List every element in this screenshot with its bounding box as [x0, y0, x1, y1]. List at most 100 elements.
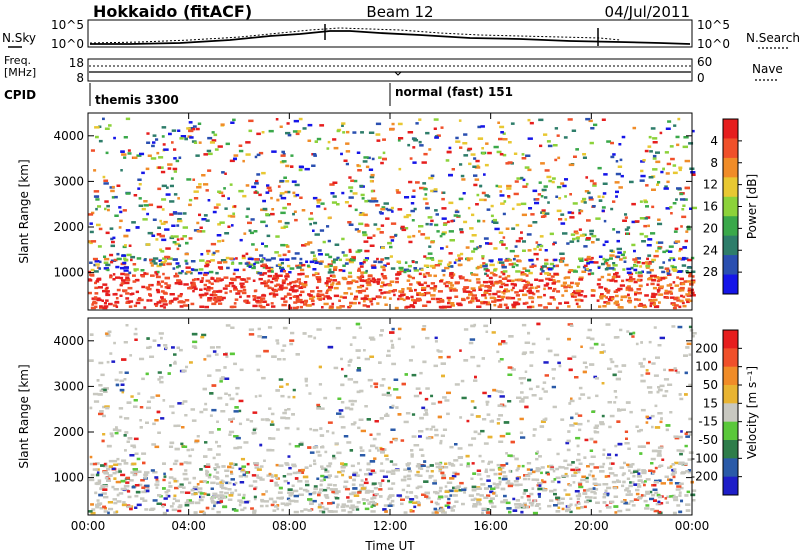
- data-cell: [684, 159, 691, 163]
- data-cell: [287, 481, 290, 485]
- data-cell: [454, 489, 459, 493]
- data-cell: [226, 266, 230, 270]
- data-cell: [136, 298, 142, 302]
- data-cell: [427, 252, 433, 255]
- data-cell: [514, 457, 519, 461]
- data-cell: [249, 420, 254, 423]
- data-cell: [478, 503, 482, 506]
- data-cell: [625, 487, 630, 490]
- data-cell: [522, 273, 527, 276]
- data-cell: [292, 464, 297, 468]
- data-cell: [498, 472, 503, 476]
- data-cell: [245, 215, 249, 218]
- data-cell: [612, 228, 616, 231]
- data-cell: [211, 131, 215, 134]
- data-cell: [253, 497, 257, 501]
- data-cell: [345, 162, 350, 166]
- data-cell: [568, 484, 572, 487]
- data-cell: [119, 276, 124, 280]
- data-cell: [612, 262, 616, 265]
- data-cell: [651, 258, 656, 262]
- data-cell: [614, 279, 618, 283]
- data-cell: [375, 122, 382, 126]
- data-cell: [454, 210, 460, 214]
- data-cell: [628, 279, 633, 283]
- data-cell: [179, 483, 184, 486]
- data-cell: [493, 297, 497, 300]
- data-cell: [389, 290, 395, 293]
- data-cell: [296, 278, 301, 281]
- data-cell: [307, 509, 312, 512]
- data-cell: [600, 293, 604, 296]
- data-cell: [476, 469, 482, 472]
- data-cell: [319, 483, 323, 487]
- data-cell: [323, 302, 329, 306]
- data-cell: [160, 280, 165, 283]
- data-cell: [115, 265, 120, 269]
- data-cell: [370, 469, 375, 472]
- data-cell: [637, 479, 643, 482]
- data-cell: [282, 358, 286, 361]
- data-cell: [100, 373, 105, 377]
- data-cell: [213, 495, 219, 498]
- data-cell: [405, 495, 410, 499]
- data-cell: [334, 475, 339, 478]
- data-cell: [666, 269, 670, 273]
- data-cell: [316, 137, 322, 141]
- data-cell: [362, 260, 366, 264]
- data-cell: [643, 199, 647, 202]
- data-cell: [203, 273, 208, 277]
- data-cell: [621, 135, 626, 139]
- data-cell: [553, 488, 557, 492]
- data-cell: [574, 376, 579, 379]
- data-cell: [468, 443, 473, 447]
- data-cell: [201, 293, 207, 297]
- data-cell: [123, 488, 130, 492]
- data-cell: [423, 187, 428, 191]
- data-cell: [223, 366, 227, 369]
- data-cell: [485, 242, 489, 245]
- data-cell: [470, 297, 475, 300]
- data-cell: [517, 259, 522, 263]
- data-cell: [459, 481, 464, 485]
- data-cell: [590, 272, 595, 275]
- data-cell: [417, 485, 423, 489]
- data-cell: [524, 504, 527, 507]
- data-cell: [265, 418, 269, 421]
- data-cell: [163, 220, 168, 224]
- data-cell: [601, 206, 606, 209]
- data-cell: [219, 221, 225, 224]
- data-cell: [332, 275, 336, 278]
- data-cell: [564, 467, 569, 470]
- y-tick-label: 2000: [53, 220, 84, 234]
- data-cell: [548, 179, 553, 183]
- data-cell: [351, 508, 355, 511]
- data-cell: [459, 146, 463, 149]
- data-cell: [103, 182, 109, 185]
- data-cell: [437, 290, 443, 293]
- data-cell: [419, 298, 422, 302]
- data-cell: [565, 493, 571, 496]
- data-cell: [638, 284, 643, 288]
- data-cell: [124, 449, 127, 452]
- data-cell: [490, 487, 496, 490]
- data-cell: [201, 333, 207, 337]
- data-cell: [350, 403, 355, 406]
- data-cell: [406, 287, 412, 290]
- data-cell: [324, 281, 329, 285]
- data-cell: [227, 214, 232, 218]
- data-cell: [123, 341, 128, 344]
- data-cell: [470, 413, 474, 416]
- data-cell: [652, 286, 658, 290]
- data-cell: [400, 225, 405, 229]
- data-cell: [564, 195, 567, 198]
- data-cell: [168, 445, 174, 448]
- data-cell: [532, 292, 536, 296]
- data-cell: [282, 206, 287, 210]
- data-cell: [647, 254, 652, 257]
- data-cell: [442, 396, 447, 399]
- data-cell: [599, 295, 603, 298]
- data-cell: [614, 336, 620, 339]
- data-cell: [624, 295, 627, 298]
- data-cell: [224, 207, 228, 210]
